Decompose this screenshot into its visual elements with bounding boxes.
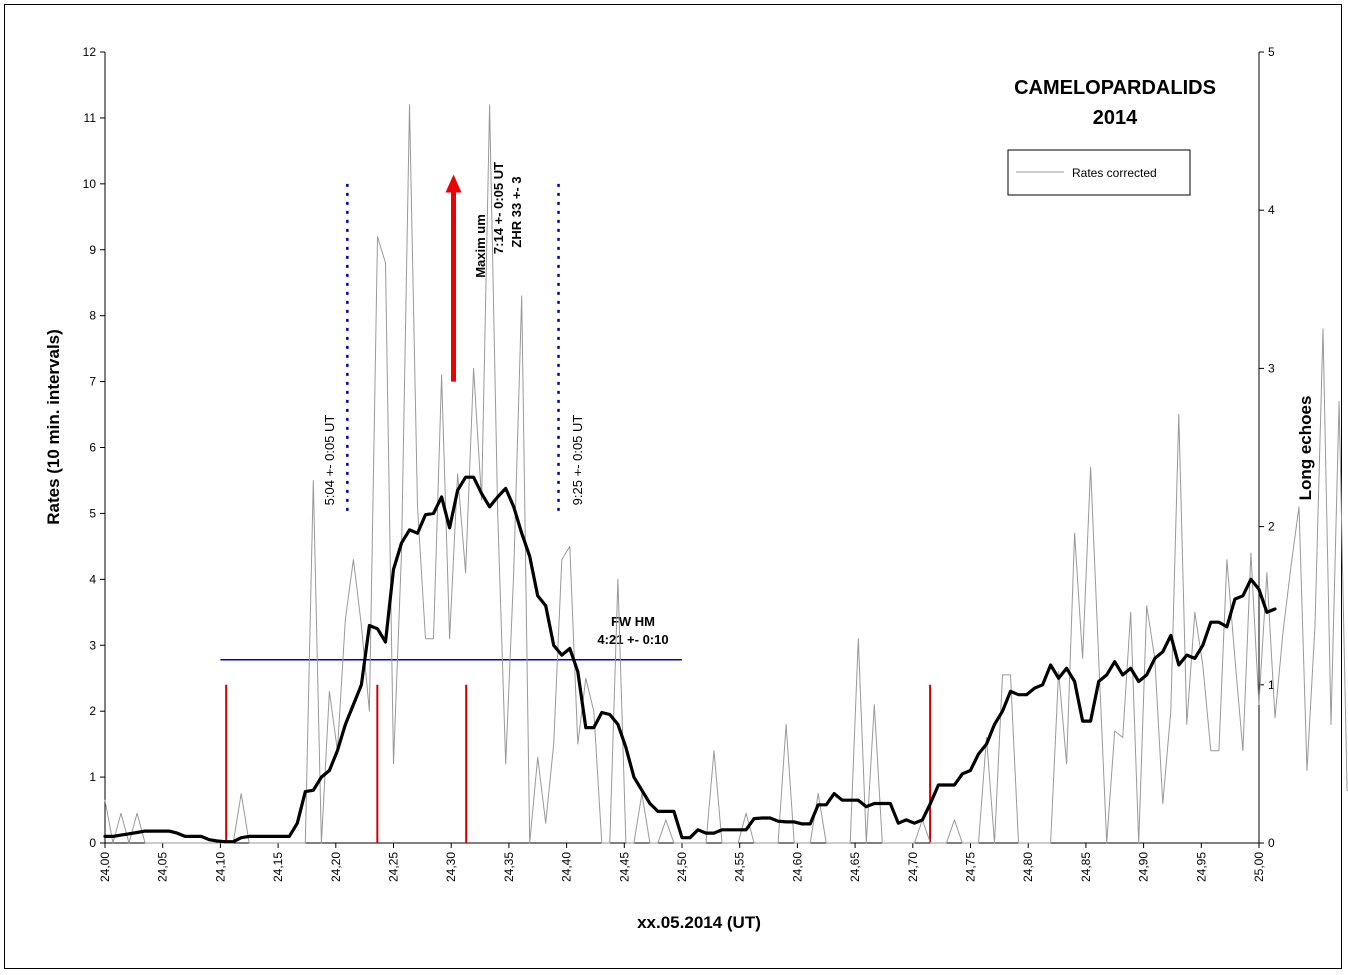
maximum-label-3: ZHR 33 +- 3 xyxy=(509,176,524,247)
x-tick-label: 24,20 xyxy=(329,852,343,882)
y-tick-label: 8 xyxy=(89,309,96,323)
maximum-label-1: Maxim um xyxy=(473,214,488,278)
x-tick-label: 24,60 xyxy=(790,852,804,882)
y-tick-label: 7 xyxy=(89,375,96,389)
y-tick-label: 12 xyxy=(83,45,97,59)
y2-tick-label: 3 xyxy=(1268,361,1275,375)
y2-tick-label: 4 xyxy=(1268,203,1275,217)
y2-tick-label: 1 xyxy=(1268,678,1275,692)
y-tick-label: 11 xyxy=(84,111,97,125)
right-boundary-label: 9:25 +- 0:05 UT xyxy=(570,415,585,506)
chart-frame xyxy=(4,4,1342,969)
x-tick-label: 24,30 xyxy=(444,852,458,882)
x-tick-label: 25,00 xyxy=(1252,852,1266,882)
x-tick-label: 24,35 xyxy=(502,852,516,882)
x-tick-label: 24,85 xyxy=(1079,852,1093,882)
legend: Rates corrected xyxy=(1007,149,1191,196)
y-tick-label: 2 xyxy=(89,704,96,718)
x-tick-label: 24,45 xyxy=(617,852,631,882)
x-tick-label: 24,10 xyxy=(213,852,227,882)
x-tick-label: 24,80 xyxy=(1021,852,1035,882)
x-tick-label: 24,65 xyxy=(848,852,862,882)
peak-arrow-head xyxy=(445,174,462,193)
chart-subtitle: 2014 xyxy=(1093,107,1138,129)
fwhm-label: FW HM xyxy=(611,614,655,629)
x-tick-label: 24,50 xyxy=(675,852,689,882)
x-tick-label: 24,75 xyxy=(964,852,978,882)
legend-label: Rates corrected xyxy=(1072,166,1157,180)
x-axis-title: xx.05.2014 (UT) xyxy=(637,913,761,932)
y2-axis-title: Long echoes xyxy=(1296,396,1315,501)
y-tick-label: 1 xyxy=(89,770,96,784)
y-tick-label: 4 xyxy=(89,572,96,586)
x-tick-label: 24,55 xyxy=(733,852,747,882)
y-tick-label: 5 xyxy=(89,506,96,520)
x-tick-label: 24,00 xyxy=(98,852,112,882)
series-rates-corrected xyxy=(104,104,1348,844)
fwhm-value: 4:21 +- 0:10 xyxy=(597,632,668,647)
y-axis-title: Rates (10 min. intervals) xyxy=(44,329,63,525)
maximum-label-2: 7:14 +- 0:05 UT xyxy=(491,162,506,254)
x-tick-label: 24,90 xyxy=(1137,852,1151,882)
series-smoothed-average xyxy=(103,475,1277,844)
x-tick-label: 24,25 xyxy=(387,852,401,882)
y-tick-label: 10 xyxy=(83,177,97,191)
y-tick-label: 0 xyxy=(89,836,96,850)
x-tick-label: 24,95 xyxy=(1194,852,1208,882)
y2-tick-label: 5 xyxy=(1268,45,1275,59)
x-tick-label: 24,40 xyxy=(560,852,574,882)
x-tick-label: 24,70 xyxy=(906,852,920,882)
x-tick-label: 24,15 xyxy=(271,852,285,882)
y-tick-label: 9 xyxy=(89,243,96,257)
y2-tick-label: 2 xyxy=(1268,520,1275,534)
chart-title: CAMELOPARDALIDS xyxy=(1014,77,1216,99)
x-tick-label: 24,05 xyxy=(156,852,170,882)
y-tick-label: 3 xyxy=(89,638,96,652)
y-tick-label: 6 xyxy=(89,441,96,455)
y2-tick-label: 0 xyxy=(1268,836,1275,850)
left-boundary-label: 5:04 +- 0:05 UT xyxy=(322,415,337,506)
